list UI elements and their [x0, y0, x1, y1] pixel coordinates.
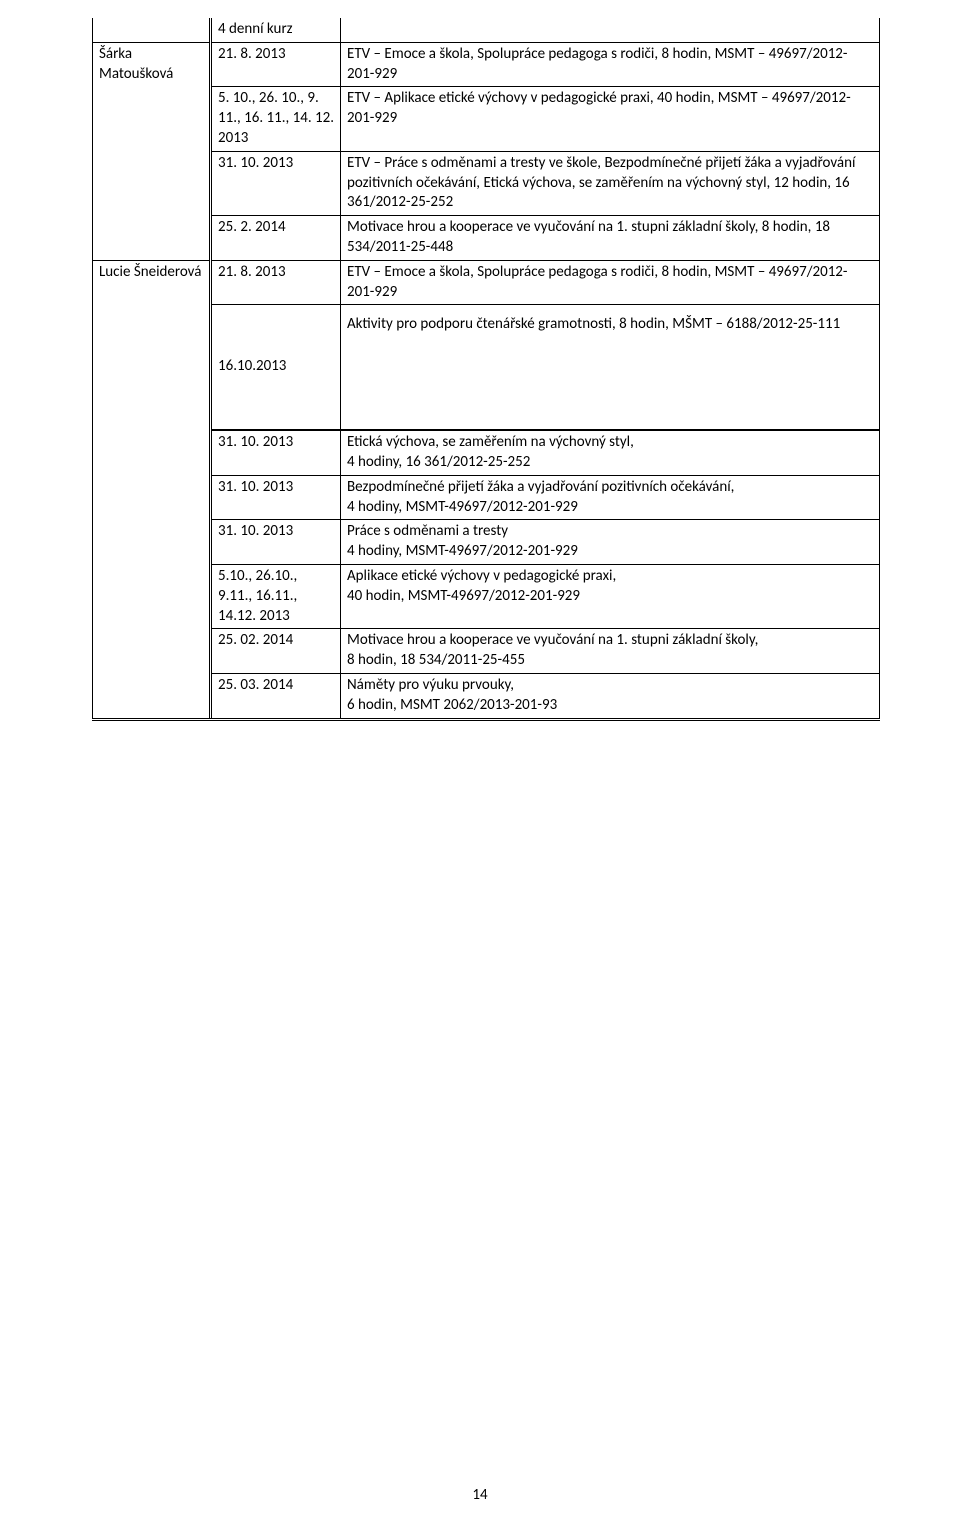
table-row: 16.10.2013 Aktivity pro podporu čtenářsk… [93, 305, 880, 430]
cell-date: 31. 10. 2013 [211, 430, 341, 475]
main-table: 4 denní kurz Šárka Matoušková 21. 8. 201… [92, 18, 880, 721]
table-row: 31. 10. 2013 ETV – Práce s odměnami a tr… [93, 151, 880, 215]
cell-desc: ETV – Emoce a škola, Spolupráce pedagoga… [341, 42, 880, 87]
cell-name: Šárka Matoušková [93, 42, 211, 260]
cell-desc: ETV – Aplikace etické výchovy v pedagogi… [341, 87, 880, 151]
table-row: 5.10., 26.10., 9.11., 16.11., 14.12. 201… [93, 564, 880, 628]
cell-desc: ETV – Emoce a škola, Spolupráce pedagoga… [341, 260, 880, 305]
cell-desc: Motivace hrou a kooperace ve vyučování n… [341, 216, 880, 261]
cell-date: 21. 8. 2013 [211, 42, 341, 87]
table-row: 31. 10. 2013 Bezpodmínečné přijetí žáka … [93, 475, 880, 520]
cell-date: 21. 8. 2013 [211, 260, 341, 305]
cell-desc: Bezpodmínečné přijetí žáka a vyjadřování… [341, 475, 880, 520]
cell-date: 31. 10. 2013 [211, 475, 341, 520]
cell-desc: Aplikace etické výchovy v pedagogické pr… [341, 564, 880, 628]
cell-date: 16.10.2013 [211, 305, 341, 430]
cell-date: 25. 02. 2014 [211, 629, 341, 674]
cell-name: Lucie Šneiderová [93, 260, 211, 719]
cell-date: 5.10., 26.10., 9.11., 16.11., 14.12. 201… [211, 564, 341, 628]
table-row: Šárka Matoušková 21. 8. 2013 ETV – Emoce… [93, 42, 880, 87]
cell-date: 25. 2. 2014 [211, 216, 341, 261]
cell-date: 25. 03. 2014 [211, 673, 341, 719]
cell-desc: Etická výchova, se zaměřením na výchovný… [341, 430, 880, 475]
cell-date: 5. 10., 26. 10., 9. 11., 16. 11., 14. 12… [211, 87, 341, 151]
cell-desc: Motivace hrou a kooperace ve vyučování n… [341, 629, 880, 674]
table-row: 4 denní kurz [93, 18, 880, 42]
cell-date: 31. 10. 2013 [211, 520, 341, 565]
table-row: 31. 10. 2013 Etická výchova, se zaměření… [93, 430, 880, 475]
table-row: 25. 03. 2014 Náměty pro výuku prvouky,6 … [93, 673, 880, 719]
cell-date: 31. 10. 2013 [211, 151, 341, 215]
cell-desc: Práce s odměnami a tresty4 hodiny, MSMT-… [341, 520, 880, 565]
cell-desc: Aktivity pro podporu čtenářské gramotnos… [341, 305, 880, 430]
cell-desc [341, 18, 880, 42]
cell-desc: ETV – Práce s odměnami a tresty ve škole… [341, 151, 880, 215]
cell-name [93, 18, 211, 42]
table-row: 25. 02. 2014 Motivace hrou a kooperace v… [93, 629, 880, 674]
table-row: 31. 10. 2013 Práce s odměnami a tresty4 … [93, 520, 880, 565]
table-row: Lucie Šneiderová 21. 8. 2013 ETV – Emoce… [93, 260, 880, 305]
table-row: 25. 2. 2014 Motivace hrou a kooperace ve… [93, 216, 880, 261]
page: 4 denní kurz Šárka Matoušková 21. 8. 201… [0, 0, 960, 1532]
page-number: 14 [0, 1486, 960, 1504]
cell-desc: Náměty pro výuku prvouky,6 hodin, MSMT 2… [341, 673, 880, 719]
table-row: 5. 10., 26. 10., 9. 11., 16. 11., 14. 12… [93, 87, 880, 151]
cell-date: 4 denní kurz [211, 18, 341, 42]
